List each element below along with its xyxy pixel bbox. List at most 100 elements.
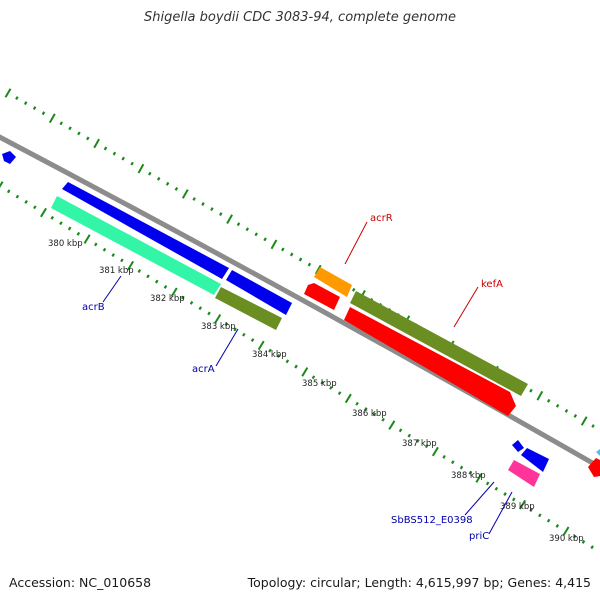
gene-arrow-small-blue[interactable] xyxy=(2,151,16,164)
minor-tick xyxy=(146,274,150,279)
leader-sbbs xyxy=(464,481,495,516)
major-tick xyxy=(431,446,439,457)
gene-label-priC[interactable]: priC xyxy=(469,531,489,542)
minor-tick xyxy=(311,375,316,380)
minor-tick xyxy=(24,200,28,204)
minor-tick xyxy=(103,146,108,151)
major-tick xyxy=(536,390,544,401)
minor-tick xyxy=(555,524,560,528)
gene-arrow-red-long[interactable] xyxy=(344,307,516,416)
minor-tick xyxy=(32,106,37,111)
gene-arrow-acrA[interactable] xyxy=(215,287,282,330)
kbp-label: 385 kbp xyxy=(302,379,337,389)
major-tick xyxy=(4,88,12,98)
gene-features xyxy=(2,151,600,487)
minor-tick xyxy=(210,207,214,212)
minor-tick xyxy=(398,428,403,433)
gene-arrow-kefA[interactable] xyxy=(350,291,528,396)
minor-tick xyxy=(529,508,533,512)
minor-tick xyxy=(329,385,333,390)
minor-tick xyxy=(355,401,359,406)
leader-acrR xyxy=(344,221,368,265)
gene-arrow-red-small[interactable] xyxy=(304,283,340,310)
minor-tick xyxy=(15,96,19,100)
gene-arrow-blue-3[interactable] xyxy=(512,440,524,452)
minor-tick xyxy=(459,465,464,470)
gene-leaders xyxy=(102,221,513,535)
minor-tick xyxy=(351,287,356,292)
minor-tick xyxy=(59,121,63,126)
gene-arrow-blue-2[interactable] xyxy=(226,270,292,315)
minor-tick xyxy=(276,354,281,358)
major-tick xyxy=(519,499,526,510)
kbp-label: 387 kbp xyxy=(402,439,437,449)
minor-tick xyxy=(572,534,577,539)
minor-tick xyxy=(67,226,72,231)
minor-tick xyxy=(156,176,161,181)
gene-arrow-red-edge[interactable] xyxy=(588,458,600,477)
kbp-label: 386 kbp xyxy=(352,409,387,419)
minor-tick xyxy=(320,380,324,385)
minor-tick xyxy=(546,398,551,403)
map-title: Shigella boydii CDC 3083-94, complete ge… xyxy=(143,10,457,25)
kbp-label: 383 kbp xyxy=(201,322,236,332)
minor-tick xyxy=(165,181,170,186)
kbp-label: 388 kbp xyxy=(451,471,486,481)
minor-tick xyxy=(23,101,28,106)
minor-tick xyxy=(219,212,223,217)
minor-tick xyxy=(254,232,258,237)
gene-arrow-acrR[interactable] xyxy=(314,267,352,297)
leader-acrB xyxy=(102,275,122,303)
minor-tick xyxy=(294,364,298,369)
minor-tick xyxy=(564,408,569,413)
gene-label-acrA[interactable]: acrA xyxy=(192,364,215,375)
minor-tick xyxy=(285,359,290,364)
gene-label-acrB[interactable]: acrB xyxy=(82,302,105,313)
minor-tick xyxy=(442,454,446,459)
kbp-label: 380 kbp xyxy=(48,239,83,249)
gene-arrow-cyan-edge[interactable] xyxy=(596,449,600,456)
minor-tick xyxy=(546,518,551,523)
minor-tick xyxy=(529,388,533,393)
major-tick xyxy=(170,287,178,298)
minor-tick xyxy=(363,407,368,412)
minor-tick xyxy=(198,306,203,311)
minor-tick xyxy=(590,545,594,550)
minor-tick xyxy=(15,194,20,199)
minor-tick xyxy=(224,322,229,327)
major-tick xyxy=(562,526,570,537)
gene-label-acrR[interactable]: acrR xyxy=(370,213,393,224)
genome-backbone xyxy=(0,134,600,471)
minor-tick xyxy=(263,237,267,242)
minor-tick xyxy=(289,252,294,257)
gene-arrow-acrB[interactable] xyxy=(62,182,229,279)
major-tick xyxy=(270,239,278,250)
minor-tick xyxy=(130,161,134,166)
inner-tick-track xyxy=(0,181,594,550)
minor-tick xyxy=(154,279,159,284)
minor-tick xyxy=(485,481,490,486)
major-tick xyxy=(48,113,56,124)
minor-tick xyxy=(68,126,72,131)
gene-label-sbbs[interactable]: SbBS512_E0398 xyxy=(391,515,473,526)
minor-tick xyxy=(245,227,250,232)
minor-tick xyxy=(111,253,115,257)
minor-tick xyxy=(511,497,516,502)
minor-tick xyxy=(112,151,117,156)
leader-priC xyxy=(488,491,513,535)
minor-tick xyxy=(6,189,11,194)
gene-arrow-mint[interactable] xyxy=(51,196,221,295)
minor-tick xyxy=(50,215,55,220)
gene-arrow-magenta[interactable] xyxy=(508,460,540,487)
minor-tick xyxy=(268,348,272,353)
major-tick xyxy=(475,473,483,483)
major-tick xyxy=(40,207,47,218)
major-tick xyxy=(257,340,265,351)
minor-tick xyxy=(207,311,211,316)
gene-label-kefA[interactable]: kefA xyxy=(481,279,503,290)
major-tick xyxy=(388,420,396,430)
minor-tick xyxy=(307,262,312,267)
gene-arrow-blue-4[interactable] xyxy=(521,448,549,472)
